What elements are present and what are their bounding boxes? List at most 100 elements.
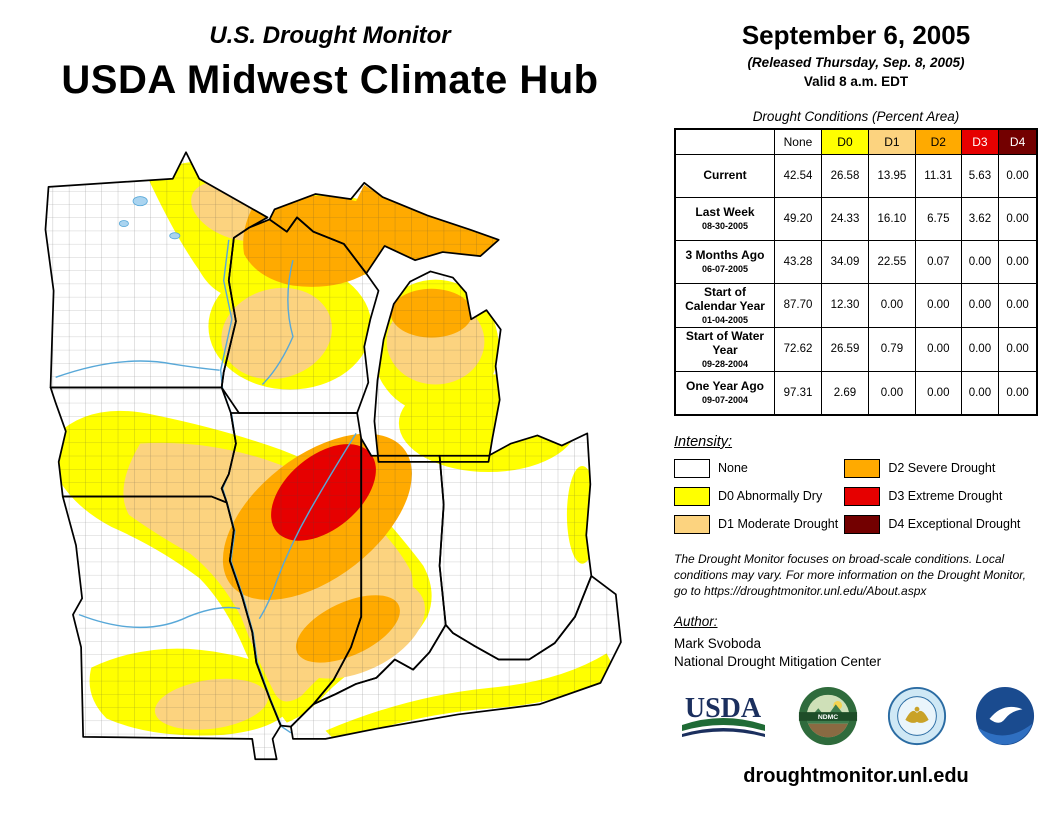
value-cell: 49.20	[774, 197, 822, 241]
column-header-d1: D1	[867, 128, 916, 155]
table-row: Current 42.54 26.58 13.95 11.31 5.63 0.00	[674, 154, 1038, 198]
column-header-d2: D2	[914, 128, 962, 155]
website-url: droughtmonitor.unl.edu	[743, 765, 969, 788]
value-cell: 0.00	[867, 370, 916, 416]
value-cell: 3.62	[960, 197, 1000, 241]
table-corner-cell	[674, 128, 775, 155]
row-label: One Year Ago 09-07-2004	[674, 370, 775, 416]
value-cell: 26.59	[820, 326, 869, 372]
value-cell: 0.00	[914, 370, 962, 416]
missouri-river	[78, 606, 241, 629]
noaa-wave-icon	[977, 724, 1033, 745]
row-label: 3 Months Ago 06-07-2005	[674, 240, 775, 284]
value-cell: 16.10	[867, 197, 916, 241]
value-cell: 12.30	[820, 283, 869, 328]
ndmc-logo: NDMC	[797, 685, 859, 752]
minnesota-lakes	[118, 196, 181, 240]
value-cell: 87.70	[774, 283, 822, 328]
value-cell: 0.00	[960, 370, 1000, 416]
value-cell: 26.58	[820, 154, 869, 198]
logo-row: USDA NDMC	[674, 685, 1038, 752]
value-cell: 0.79	[867, 326, 916, 372]
value-cell: 11.31	[914, 154, 962, 198]
value-cell: 0.00	[960, 240, 1000, 284]
value-cell: 0.00	[998, 326, 1038, 372]
county-grid-texture	[45, 152, 621, 760]
release-date: (Released Thursday, Sep. 8, 2005)	[747, 55, 965, 70]
row-label: Current	[674, 154, 775, 198]
author-heading: Author:	[674, 614, 718, 630]
value-cell: 34.09	[820, 240, 869, 284]
commerce-seal-logo	[886, 685, 948, 752]
title-block: U.S. Drought Monitor USDA Midwest Climat…	[0, 22, 660, 103]
table-row: Start of Calendar Year 01-04-2005 87.70 12.…	[674, 283, 1038, 328]
legend-item: D0 Abnormally Dry	[674, 486, 842, 506]
legend-label: None	[718, 461, 748, 476]
usda-logo: USDA	[676, 687, 771, 750]
legend-item: D2 Severe Drought	[844, 458, 1038, 478]
column-header-d0: D0	[820, 128, 869, 155]
value-cell: 0.00	[998, 283, 1038, 328]
value-cell: 0.00	[914, 283, 962, 328]
value-cell: 6.75	[914, 197, 962, 241]
legend-label: D3 Extreme Drought	[888, 489, 1003, 504]
value-cell: 0.00	[998, 197, 1038, 241]
intensity-legend: Intensity: None D2 Severe Drought D0 Abnor…	[674, 434, 1038, 534]
table-row: Start of Water Year 09-28-2004 72.62 26.59 0…	[674, 326, 1038, 372]
table-header-row: None D0 D1 D2 D3 D4	[674, 128, 1038, 155]
info-panel: September 6, 2005 (Released Thursday, Se…	[674, 20, 1038, 788]
value-cell: 0.00	[867, 283, 916, 328]
value-cell: 72.62	[774, 326, 822, 372]
date-block: September 6, 2005 (Released Thursday, Se…	[674, 20, 1038, 89]
map-area	[20, 138, 682, 800]
noaa-bird-icon	[989, 707, 1023, 724]
value-cell: 43.28	[774, 240, 822, 284]
row-label: Last Week 08-30-2005	[674, 197, 775, 241]
drought-map	[44, 151, 622, 761]
row-label: Start of Calendar Year 01-04-2005	[674, 283, 775, 328]
legend-item: D3 Extreme Drought	[844, 486, 1038, 506]
legend-title: Intensity:	[674, 433, 733, 450]
ndmc-ground-icon	[807, 724, 850, 738]
legend-swatch	[674, 486, 710, 506]
disclaimer-text: The Drought Monitor focuses on broad-sca…	[674, 551, 1026, 599]
column-header-none: None	[774, 128, 822, 155]
legend-grid: None D2 Severe Drought D0 Abnormally Dry D3…	[674, 458, 1038, 534]
value-cell: 13.95	[867, 154, 916, 198]
legend-item: D1 Moderate Drought	[674, 514, 842, 534]
ndmc-banner	[799, 712, 858, 722]
legend-swatch	[844, 486, 881, 506]
legend-swatch	[844, 514, 881, 534]
legend-swatch	[674, 514, 710, 534]
legend-item: None	[674, 458, 842, 478]
commerce-eagle-icon	[905, 711, 929, 724]
value-cell: 24.33	[820, 197, 869, 241]
author-organization: National Drought Mitigation Center	[674, 654, 882, 670]
commerce-eagle-head	[914, 707, 920, 713]
usda-underline-icon	[682, 728, 765, 738]
value-cell: 0.07	[914, 240, 962, 284]
legend-swatch	[674, 458, 710, 478]
author-name: Mark Svoboda	[674, 636, 762, 652]
legend-label: D1 Moderate Drought	[718, 517, 839, 532]
illinois-river	[258, 432, 357, 620]
map-date: September 6, 2005	[741, 20, 971, 50]
legend-swatch	[844, 458, 881, 478]
legend-label: D2 Severe Drought	[888, 461, 996, 476]
table-row: Last Week 08-30-2005 49.20 24.33 16.10 6.75 3.…	[674, 197, 1038, 241]
legend-label: D4 Exceptional Drought	[888, 517, 1021, 532]
wisconsin-river	[261, 260, 294, 385]
value-cell: 2.69	[820, 370, 869, 416]
value-cell: 0.00	[998, 154, 1038, 198]
minnesota-river	[55, 360, 220, 379]
value-cell: 22.55	[867, 240, 916, 284]
value-cell: 0.00	[998, 370, 1038, 416]
value-cell: 42.54	[774, 154, 822, 198]
legend-item: D4 Exceptional Drought	[844, 514, 1038, 534]
noaa-logo	[974, 685, 1036, 752]
legend-label: D0 Abnormally Dry	[718, 489, 823, 504]
table-title: Drought Conditions (Percent Area)	[752, 109, 960, 124]
valid-time: Valid 8 a.m. EDT	[803, 74, 909, 89]
value-cell: 0.00	[998, 240, 1038, 284]
